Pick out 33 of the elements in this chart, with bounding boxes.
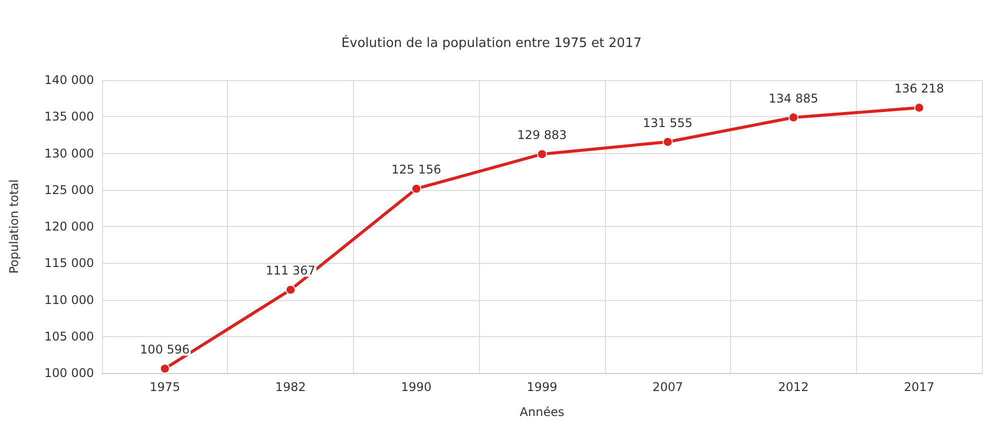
x-tick-label: 2012 xyxy=(778,380,809,394)
x-tick-label: 2007 xyxy=(652,380,683,394)
data-label: 131 555 xyxy=(642,116,693,130)
point xyxy=(662,136,673,147)
y-tick-label: 105 000 xyxy=(44,329,94,344)
point xyxy=(788,112,798,122)
x-tick-label: 1975 xyxy=(150,380,180,394)
data-label: 111 367 xyxy=(266,264,316,278)
y-tick-label: 120 000 xyxy=(44,220,94,234)
data-label: 100 596 xyxy=(140,342,190,357)
point xyxy=(914,102,924,113)
data-label: 125 156 xyxy=(391,162,442,177)
y-tick-label: 110 000 xyxy=(44,292,94,307)
chart-title: Évolution de la population entre 1975 et 2017 xyxy=(341,34,642,51)
x-axis-title: Années xyxy=(520,405,564,419)
y-tick-label: 130 000 xyxy=(44,146,94,160)
y-tick-label: 140 000 xyxy=(44,73,94,87)
data-label: 129 883 xyxy=(517,128,567,142)
x-tick-label: 1982 xyxy=(275,380,306,394)
x-tick-label: 1999 xyxy=(526,380,558,394)
x-tick-label: 1990 xyxy=(401,380,432,394)
y-axis-title: Population total xyxy=(7,179,21,274)
y-tick-label: 115 000 xyxy=(44,256,94,270)
y-tick-label: 125 000 xyxy=(44,182,94,197)
x-tick-label: 2017 xyxy=(904,380,934,394)
point xyxy=(537,149,547,160)
point xyxy=(411,184,422,194)
point xyxy=(286,284,296,295)
data-label: 134 885 xyxy=(768,91,818,106)
y-tick-label: 100 000 xyxy=(44,366,94,380)
point xyxy=(160,364,170,374)
y-tick-label: 135 000 xyxy=(44,110,94,124)
data-label: 136 218 xyxy=(894,82,944,96)
